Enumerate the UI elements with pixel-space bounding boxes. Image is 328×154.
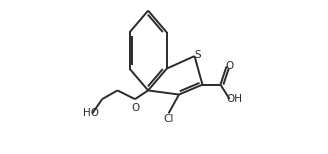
Text: Cl: Cl — [163, 114, 174, 124]
Text: S: S — [195, 50, 201, 60]
Text: HO: HO — [83, 108, 99, 118]
Text: OH: OH — [226, 94, 242, 104]
Text: O: O — [131, 103, 139, 113]
Text: O: O — [226, 61, 234, 71]
